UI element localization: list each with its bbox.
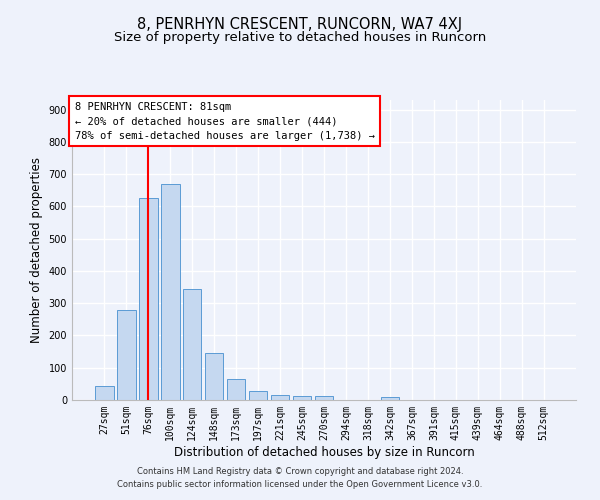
Text: Contains public sector information licensed under the Open Government Licence v3: Contains public sector information licen… (118, 480, 482, 489)
Text: 8, PENRHYN CRESCENT, RUNCORN, WA7 4XJ: 8, PENRHYN CRESCENT, RUNCORN, WA7 4XJ (137, 18, 463, 32)
X-axis label: Distribution of detached houses by size in Runcorn: Distribution of detached houses by size … (173, 446, 475, 458)
Bar (293, 396, 311, 400)
Bar (205, 353, 223, 400)
Bar (227, 379, 245, 400)
Bar (271, 395, 289, 400)
Bar (161, 184, 179, 400)
Bar (139, 198, 158, 400)
Bar (249, 391, 268, 400)
Text: Contains HM Land Registry data © Crown copyright and database right 2024.: Contains HM Land Registry data © Crown c… (137, 467, 463, 476)
Bar (380, 397, 399, 400)
Bar (95, 386, 113, 400)
Bar (314, 396, 334, 400)
Bar (117, 310, 136, 400)
Y-axis label: Number of detached properties: Number of detached properties (30, 157, 43, 343)
Bar (183, 288, 202, 400)
Text: 8 PENRHYN CRESCENT: 81sqm
← 20% of detached houses are smaller (444)
78% of semi: 8 PENRHYN CRESCENT: 81sqm ← 20% of detac… (74, 102, 374, 141)
Text: Size of property relative to detached houses in Runcorn: Size of property relative to detached ho… (114, 31, 486, 44)
